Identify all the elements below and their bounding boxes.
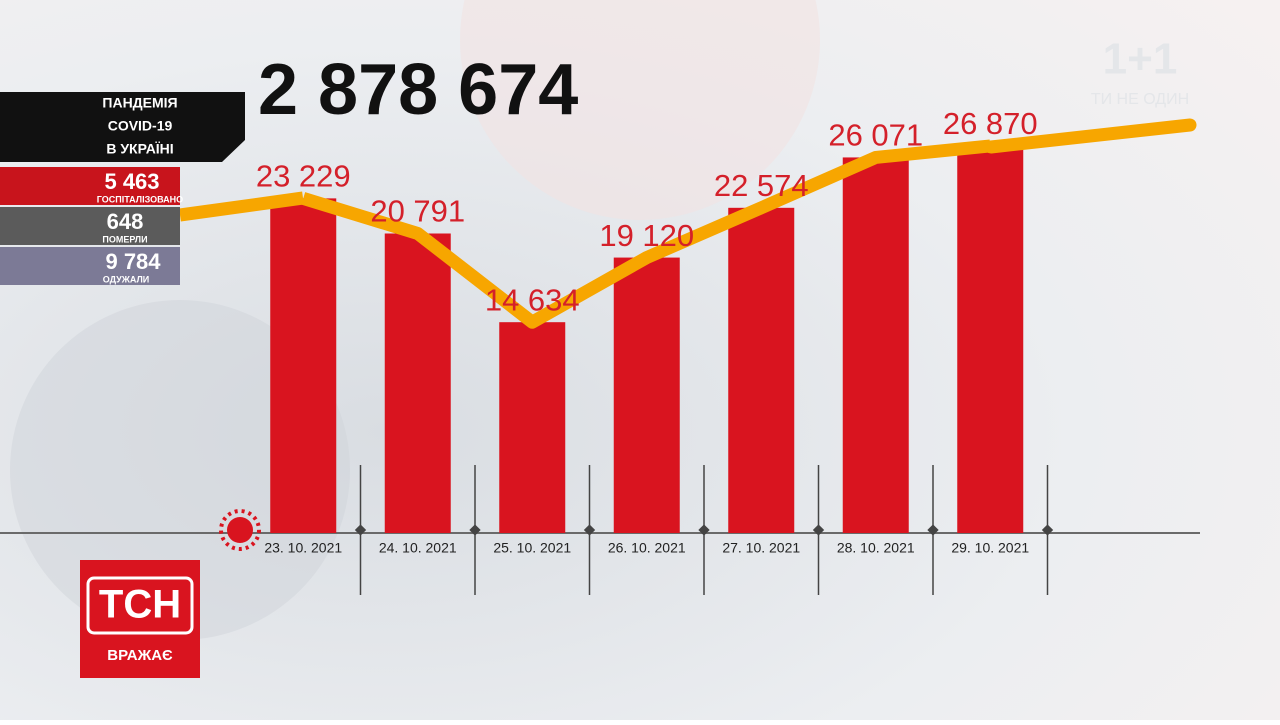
bar (728, 207, 795, 533)
x-tick-label: 29. 10. 2021 (951, 540, 1029, 556)
x-tick-label: 26. 10. 2021 (608, 540, 686, 556)
virus-icon (219, 509, 261, 551)
stat-label: ОДУЖАЛИ (103, 274, 150, 284)
stat-box (0, 167, 180, 205)
x-tick-label: 28. 10. 2021 (837, 540, 915, 556)
bar (957, 145, 1024, 533)
trend-lead (179, 191, 304, 222)
trend-line (301, 139, 991, 329)
bar (499, 322, 566, 533)
separator-diamond (469, 524, 481, 536)
channel-logo: 1+1 (1103, 35, 1178, 84)
value-label: 26 870 (943, 106, 1038, 141)
x-tick-label: 23. 10. 2021 (264, 540, 342, 556)
tsn-tagline: ВРАЖАЄ (107, 647, 173, 664)
virus-decor (10, 300, 350, 640)
x-tick-label: 24. 10. 2021 (379, 540, 457, 556)
tsn-frame (86, 576, 194, 635)
separator-diamond (1041, 524, 1054, 536)
separator-diamond (927, 524, 939, 536)
bar (842, 157, 909, 533)
panel-title: ПАНДЕМІЯ (102, 95, 177, 111)
total-cases: 2 878 674 (258, 50, 578, 130)
x-tick-label: 27. 10. 2021 (722, 540, 800, 556)
stat-label: ГОСПІТАЛІЗОВАНО (97, 194, 183, 204)
separator-diamond (354, 524, 367, 536)
separator-diamond (583, 524, 596, 536)
stat-box (0, 247, 180, 285)
bar (270, 198, 337, 533)
value-label: 23 229 (256, 159, 351, 194)
stat-label: ПОМЕРЛИ (102, 234, 147, 244)
panel-title: COVID-19 (108, 118, 173, 134)
separator-diamond (812, 524, 825, 536)
stat-box (0, 207, 180, 245)
stat-value: 5 463 (104, 169, 159, 194)
stat-value: 648 (107, 209, 144, 234)
panel-title: В УКРАЇНІ (106, 141, 173, 157)
value-label: 26 071 (828, 118, 923, 153)
trend-tail (984, 118, 1197, 154)
separator-diamond (698, 524, 710, 536)
value-label: 14 634 (485, 282, 580, 317)
channel-slogan: ТИ НЕ ОДИН (1091, 91, 1189, 108)
tsn-name: ТСН (99, 583, 181, 627)
x-tick-label: 25. 10. 2021 (493, 540, 571, 556)
virus-decor (460, 0, 820, 220)
bar (613, 257, 680, 533)
bar (384, 233, 451, 533)
panel-title-box (0, 92, 245, 162)
value-label: 20 791 (370, 194, 465, 229)
stat-value: 9 784 (105, 249, 161, 274)
value-label: 22 574 (714, 168, 809, 203)
value-label: 19 120 (599, 218, 694, 253)
tsn-badge (80, 560, 200, 678)
